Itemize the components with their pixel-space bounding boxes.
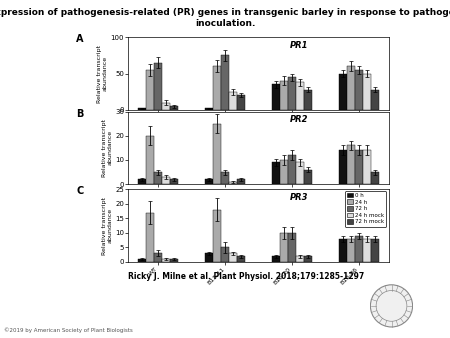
Bar bbox=[347, 145, 355, 184]
Bar bbox=[146, 136, 154, 184]
Bar bbox=[205, 179, 213, 184]
Bar bbox=[162, 177, 171, 184]
Circle shape bbox=[370, 285, 413, 327]
Bar bbox=[296, 163, 304, 184]
Bar bbox=[230, 182, 237, 184]
Bar bbox=[154, 63, 162, 110]
Text: ©2019 by American Society of Plant Biologists: ©2019 by American Society of Plant Biolo… bbox=[4, 327, 133, 333]
Bar bbox=[296, 256, 304, 262]
Legend: 0 h, 24 h, 72 h, 24 h mock, 72 h mock: 0 h, 24 h, 72 h, 24 h mock, 72 h mock bbox=[345, 191, 387, 227]
Bar bbox=[339, 74, 347, 110]
Bar bbox=[213, 124, 221, 184]
Y-axis label: Relative transcript
abundance: Relative transcript abundance bbox=[102, 197, 112, 255]
Bar bbox=[355, 150, 363, 184]
Bar bbox=[347, 239, 355, 262]
Bar bbox=[288, 155, 296, 184]
Text: PR2: PR2 bbox=[290, 115, 309, 124]
Bar bbox=[304, 90, 312, 110]
Bar bbox=[363, 150, 371, 184]
Bar bbox=[162, 259, 171, 262]
Text: Expression of pathogenesis-related (PR) genes in transgenic barley in response t: Expression of pathogenesis-related (PR) … bbox=[0, 8, 450, 28]
Bar bbox=[171, 179, 179, 184]
Text: C: C bbox=[76, 186, 83, 196]
Bar bbox=[154, 172, 162, 184]
Bar bbox=[304, 170, 312, 184]
Bar bbox=[371, 90, 379, 110]
Bar bbox=[296, 82, 304, 110]
Text: PR3: PR3 bbox=[290, 193, 309, 202]
Bar bbox=[304, 256, 312, 262]
Bar bbox=[272, 84, 280, 110]
Bar bbox=[171, 106, 179, 110]
Bar bbox=[280, 233, 288, 262]
Bar bbox=[221, 55, 230, 110]
Y-axis label: Relative transcript
abundance: Relative transcript abundance bbox=[102, 119, 112, 177]
Bar bbox=[363, 239, 371, 262]
Text: PR1: PR1 bbox=[290, 41, 309, 50]
Text: B: B bbox=[76, 108, 83, 119]
Bar bbox=[237, 179, 245, 184]
Bar bbox=[213, 210, 221, 262]
Bar bbox=[272, 163, 280, 184]
Bar bbox=[230, 253, 237, 262]
Bar bbox=[355, 70, 363, 110]
Bar bbox=[237, 256, 245, 262]
Bar bbox=[355, 236, 363, 262]
Bar bbox=[230, 92, 237, 110]
Bar bbox=[138, 179, 146, 184]
Bar bbox=[339, 150, 347, 184]
Bar bbox=[221, 247, 230, 262]
Bar bbox=[288, 77, 296, 110]
Bar bbox=[280, 81, 288, 110]
Bar bbox=[339, 239, 347, 262]
Text: A: A bbox=[76, 34, 84, 44]
Bar bbox=[221, 172, 230, 184]
Bar bbox=[138, 259, 146, 262]
Bar bbox=[288, 233, 296, 262]
Bar bbox=[347, 66, 355, 110]
Bar bbox=[272, 256, 280, 262]
Bar bbox=[146, 213, 154, 262]
Bar bbox=[171, 259, 179, 262]
Bar bbox=[138, 108, 146, 110]
Bar bbox=[213, 66, 221, 110]
Text: Ricky J. Milne et al. Plant Physiol. 2018;179:1285-1297: Ricky J. Milne et al. Plant Physiol. 201… bbox=[128, 272, 365, 281]
Bar bbox=[237, 95, 245, 110]
Y-axis label: Relative transcript
abundance: Relative transcript abundance bbox=[97, 45, 108, 102]
Bar bbox=[371, 239, 379, 262]
Bar bbox=[280, 160, 288, 184]
Bar bbox=[205, 108, 213, 110]
Bar bbox=[363, 74, 371, 110]
Bar bbox=[205, 253, 213, 262]
Bar bbox=[146, 70, 154, 110]
Bar bbox=[154, 253, 162, 262]
Bar bbox=[371, 172, 379, 184]
Bar bbox=[162, 103, 171, 110]
